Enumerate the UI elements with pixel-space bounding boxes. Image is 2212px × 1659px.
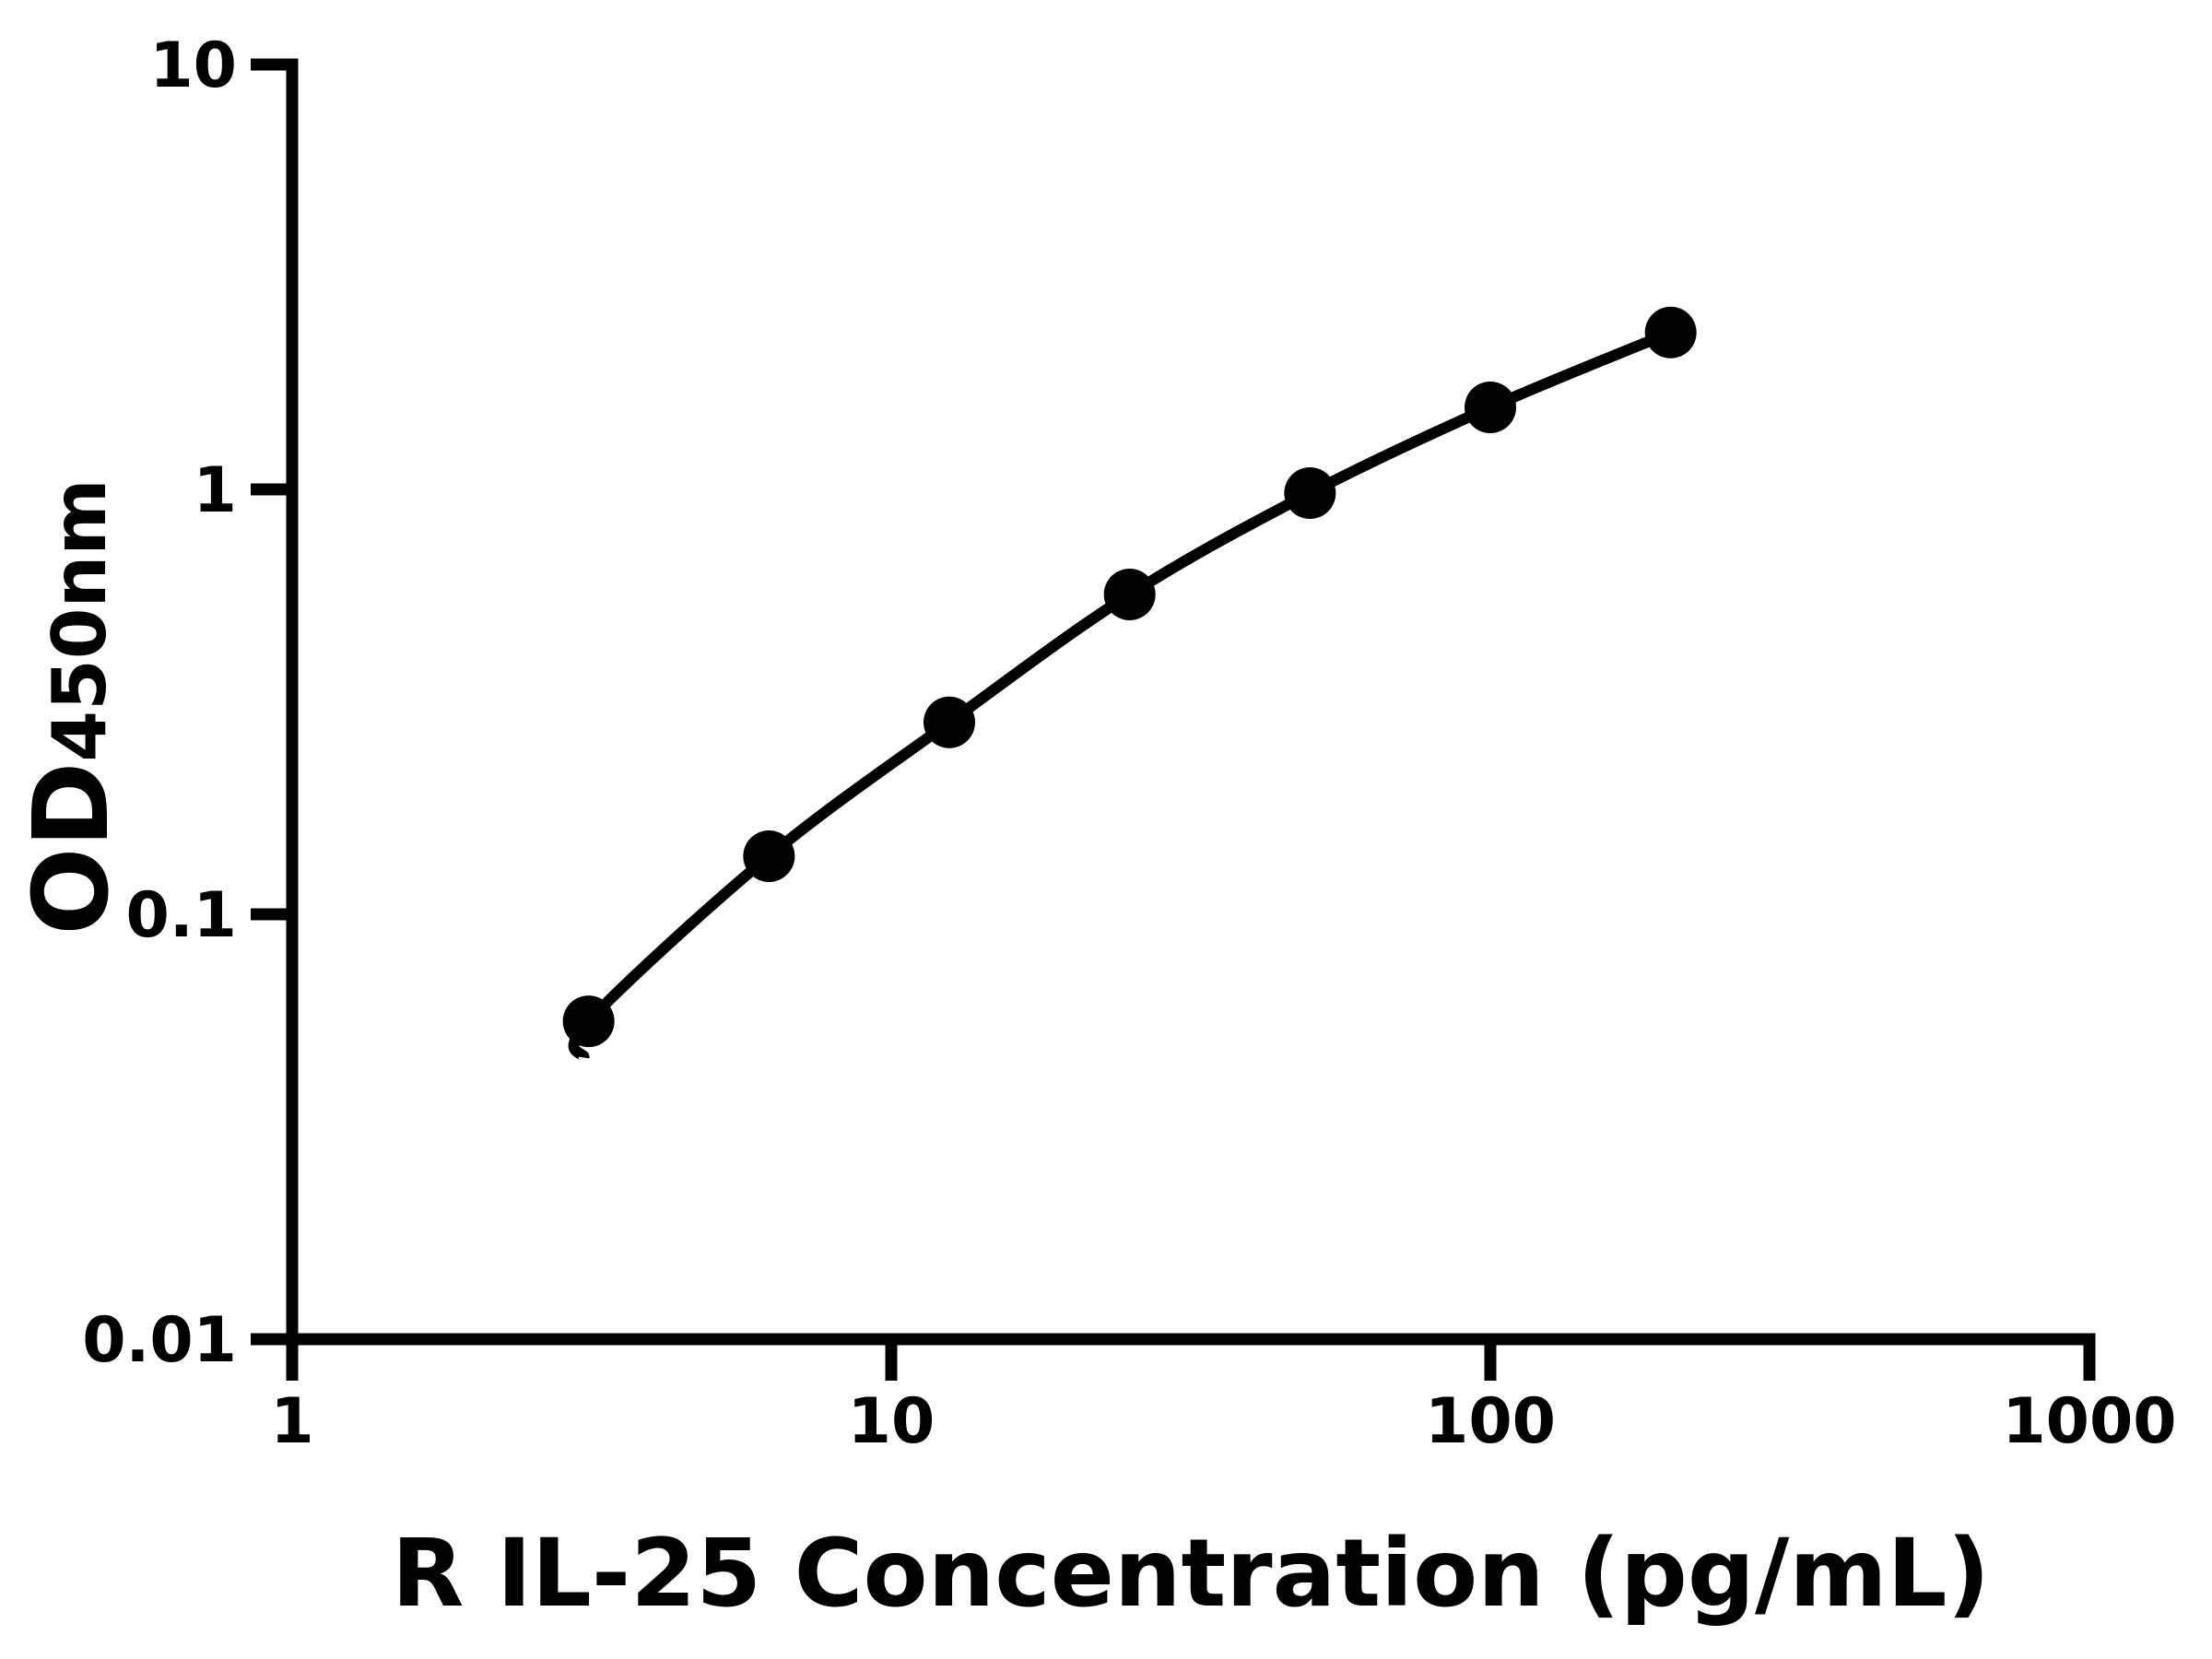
y-axis-ticks: [251, 58, 292, 1346]
x-tick-label: 100: [1425, 1385, 1556, 1458]
standard-curve-layer: [568, 327, 1673, 1061]
axes: [286, 58, 2096, 1346]
x-axis-title: R IL-25 Concentration (pg/mL): [392, 1519, 1990, 1629]
data-point-marker: [1465, 381, 1516, 433]
y-axis-title-subscript: 450nm: [37, 478, 123, 761]
x-tick-label: 10: [848, 1385, 935, 1458]
data-point-marker: [1284, 467, 1336, 520]
data-point-marker: [1644, 306, 1697, 359]
y-tick-label: 1: [194, 454, 237, 527]
x-tick-label: 1: [270, 1385, 313, 1458]
data-point-marker: [743, 830, 795, 882]
x-axis-tick-labels: 1 10 100 1000: [270, 1385, 2176, 1458]
y-tick-label: 0.01: [82, 1304, 237, 1377]
data-point-marker: [923, 696, 975, 748]
y-axis-title: OD450nm: [12, 478, 132, 935]
y-tick-label: 0.1: [126, 879, 237, 952]
x-tick-label: 1000: [2002, 1385, 2176, 1458]
data-points: [562, 306, 1697, 1048]
y-tick-label: 10: [149, 29, 237, 102]
x-axis-ticks: [286, 1339, 2096, 1381]
data-point-marker: [1103, 568, 1156, 620]
data-point-marker: [562, 995, 615, 1048]
y-axis-tick-labels: 0.01 0.1 1 10: [82, 29, 237, 1377]
y-axis-title-main: OD: [12, 762, 132, 935]
standard-curve-line: [568, 327, 1673, 1061]
